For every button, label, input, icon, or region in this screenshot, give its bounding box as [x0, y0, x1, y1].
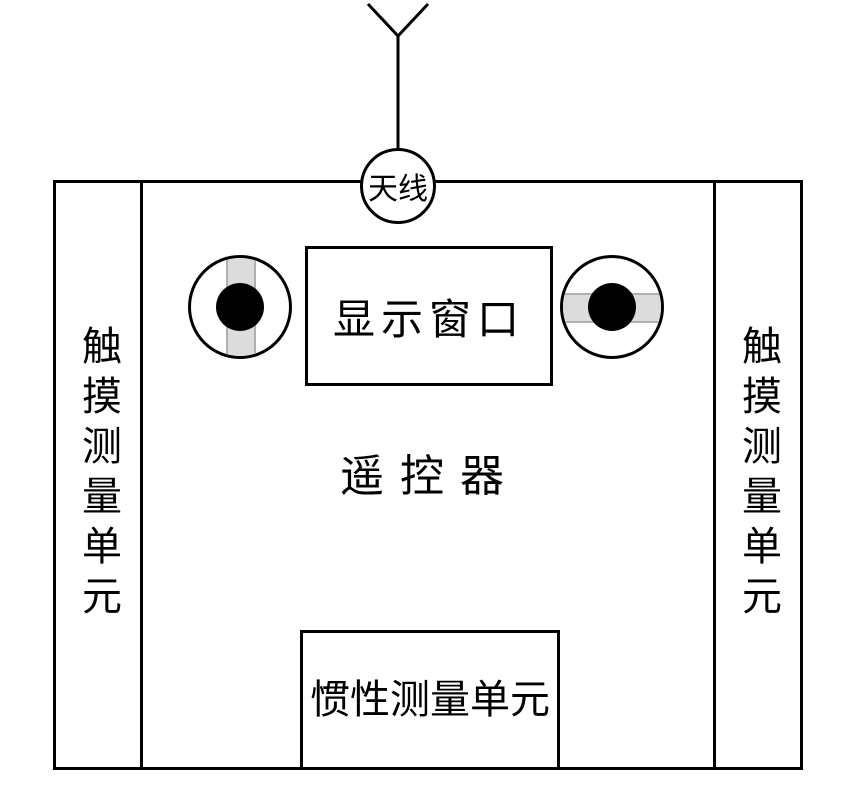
imu-box: 惯性测量单元 [300, 630, 560, 770]
remote-label: 遥控器 [300, 440, 560, 504]
antenna-label: 天线 [368, 164, 428, 208]
display-window-label: 显示窗口 [333, 286, 525, 347]
imu-label: 惯性测量单元 [310, 676, 550, 724]
right-joystick-knob [588, 283, 636, 331]
diagram-stage: 触摸测量单元 触摸测量单元 天线 显示窗口 遥控器 惯性测量单元 [0, 0, 857, 801]
antenna-circle: 天线 [360, 148, 436, 224]
display-window-box: 显示窗口 [305, 246, 553, 386]
left-joystick-knob [216, 283, 264, 331]
